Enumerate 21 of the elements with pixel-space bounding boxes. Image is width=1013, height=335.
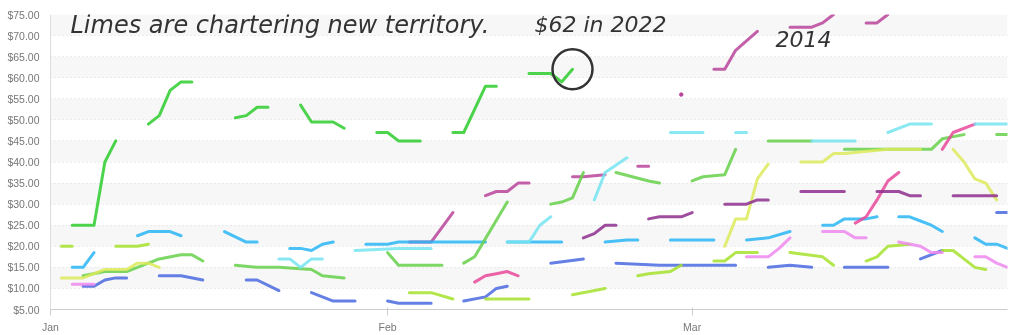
y-tick-label: $30.00 bbox=[7, 198, 40, 211]
x-tick-label: Jan bbox=[42, 320, 60, 333]
y-tick-label: $60.00 bbox=[7, 71, 40, 84]
x-tick-label: Feb bbox=[378, 320, 397, 333]
y-tick-label: $55.00 bbox=[7, 92, 40, 105]
chart-title: Limes are chartering new territory. bbox=[70, 10, 490, 39]
y-tick-label: $15.00 bbox=[7, 261, 40, 274]
y-tick-label: $25.00 bbox=[7, 219, 40, 232]
y-tick-label: $5.00 bbox=[13, 303, 40, 316]
y-tick-label: $45.00 bbox=[7, 134, 40, 147]
annotation: $62 in 2022 bbox=[534, 12, 667, 38]
y-tick-label: $65.00 bbox=[7, 50, 40, 63]
y-tick-label: $70.00 bbox=[7, 29, 40, 42]
y-tick-label: $20.00 bbox=[7, 240, 40, 253]
y-tick-label: $40.00 bbox=[7, 156, 40, 168]
x-tick-label: Mar bbox=[683, 320, 702, 333]
y-tick-label: $50.00 bbox=[7, 113, 40, 126]
y-tick-label: $35.00 bbox=[7, 177, 40, 190]
y-tick-label: $75.00 bbox=[7, 8, 40, 21]
series-label: 2014 bbox=[775, 26, 832, 52]
y-tick-label: $10.00 bbox=[7, 282, 40, 295]
